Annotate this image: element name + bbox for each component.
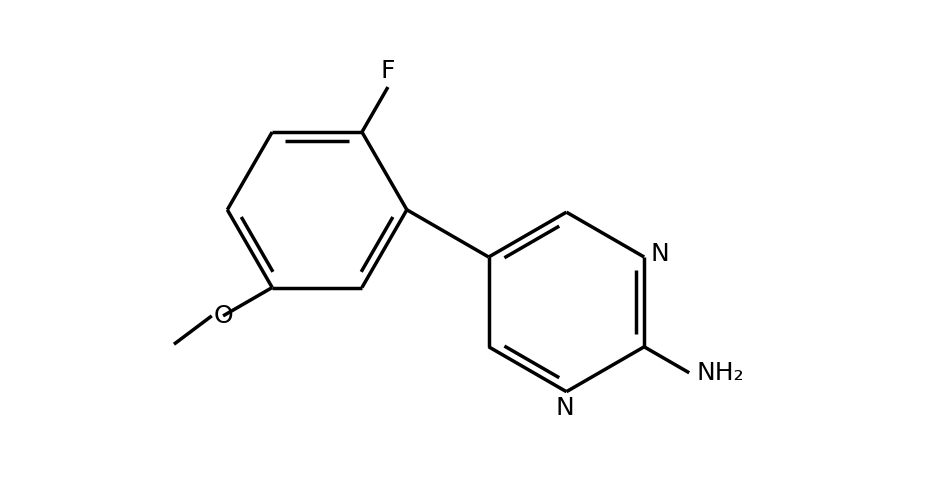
Text: N: N (555, 396, 574, 420)
Text: F: F (380, 59, 395, 83)
Text: NH₂: NH₂ (697, 361, 745, 385)
Text: N: N (651, 242, 670, 266)
Text: O: O (213, 304, 233, 328)
